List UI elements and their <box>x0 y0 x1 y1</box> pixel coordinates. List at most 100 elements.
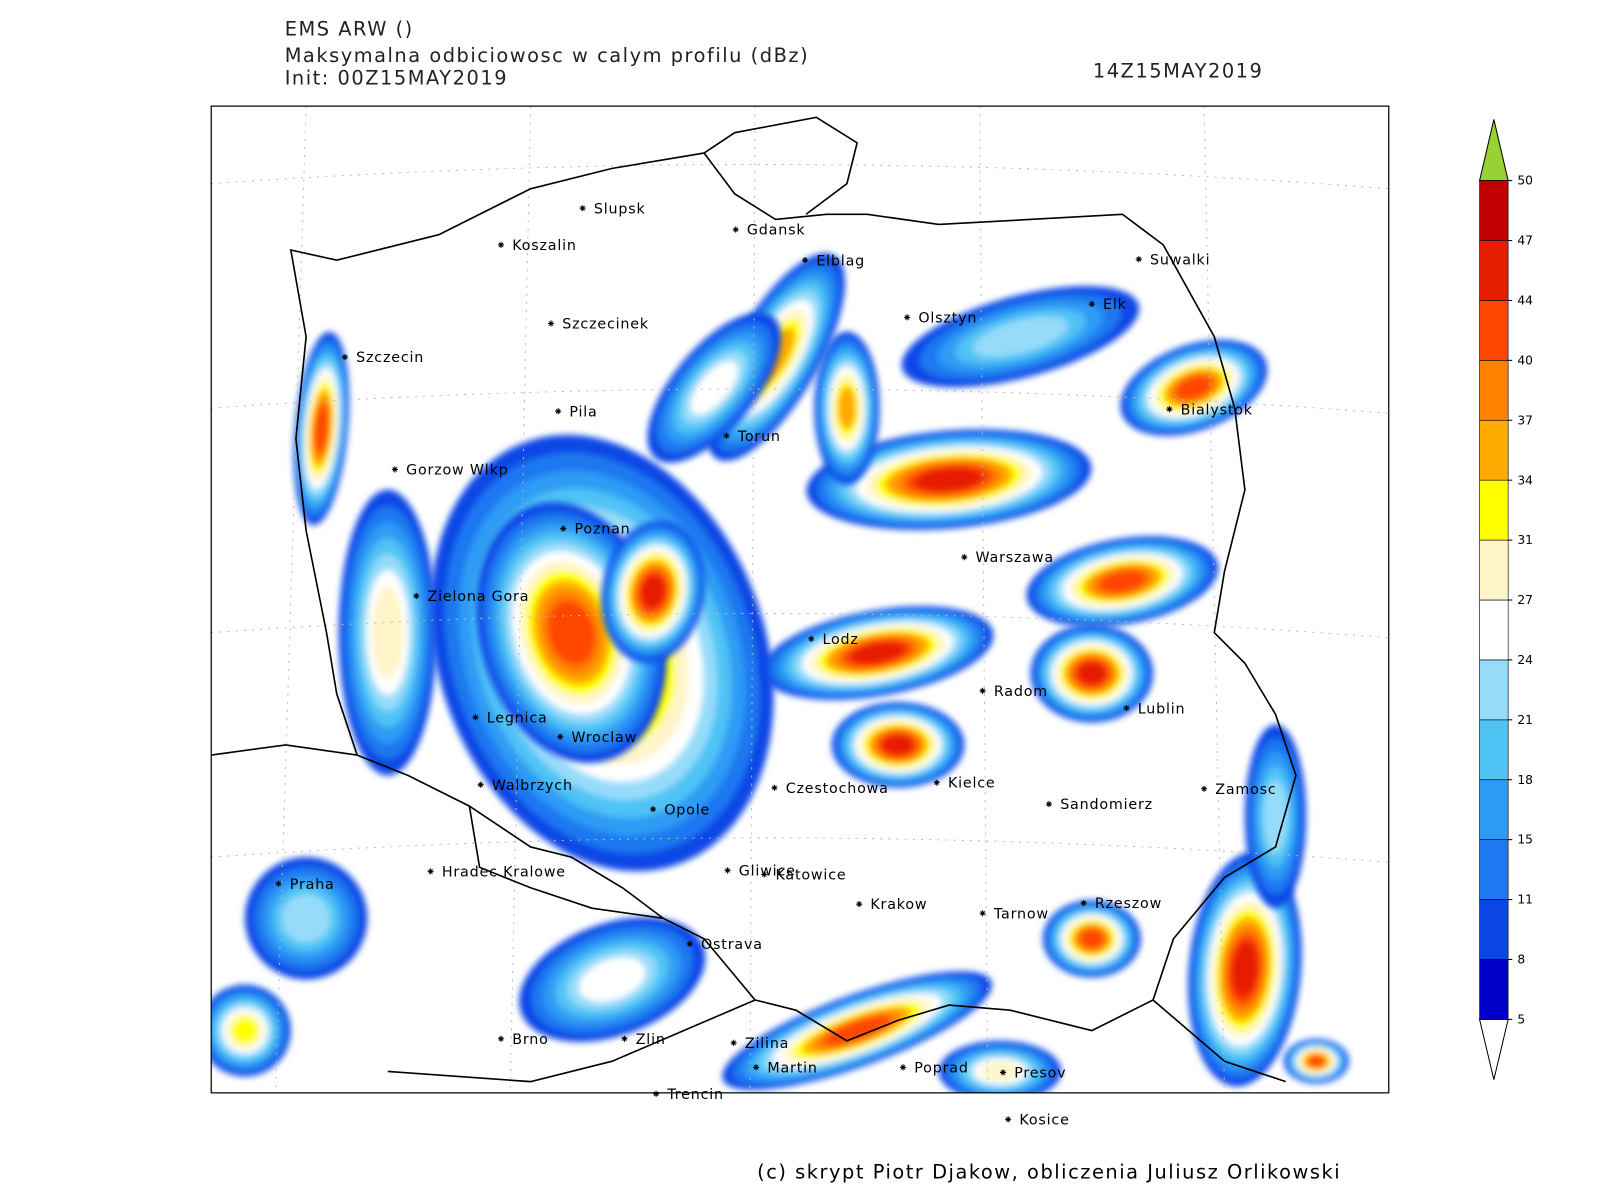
city-label: Torun <box>737 429 781 445</box>
city-marker <box>341 354 348 361</box>
colorbar-label: 15 <box>1517 833 1533 847</box>
city-label: Pila <box>569 404 597 420</box>
colorbar-label: 24 <box>1517 653 1533 667</box>
city-label: Trencin <box>666 1087 724 1103</box>
colorbar-label: 11 <box>1517 893 1533 907</box>
colorbar-bin <box>1479 899 1509 960</box>
map-root: EMS ARW () Maksymalna odbiciowosc w caly… <box>210 18 1533 1184</box>
echo-cell <box>1188 852 1302 1087</box>
colorbar-over <box>1478 119 1509 182</box>
city-label: Gorzow Wlkp <box>406 462 508 478</box>
colorbar-under <box>1478 1018 1509 1080</box>
city-marker <box>761 871 768 878</box>
city-marker <box>1088 301 1095 308</box>
colorbar-label: 27 <box>1517 593 1533 607</box>
colorbar-label: 40 <box>1517 353 1533 367</box>
city-marker <box>477 781 484 788</box>
city-label: Radom <box>994 684 1048 700</box>
reflectivity-field <box>211 253 1349 1093</box>
city-marker <box>856 901 863 908</box>
echo-contour <box>972 316 1068 357</box>
echo-cell <box>1030 624 1154 723</box>
echo-contour <box>314 404 329 453</box>
echo-contour <box>690 360 739 415</box>
city-marker <box>771 784 778 791</box>
city-label: Lodz <box>822 632 858 648</box>
colorbar-label: 5 <box>1517 1012 1525 1026</box>
city-label: Brno <box>512 1032 548 1048</box>
valid-time: 14Z15MAY2019 <box>1093 60 1264 83</box>
city-marker <box>904 314 911 321</box>
echo-contour <box>547 600 596 666</box>
city-label: Gdansk <box>747 223 805 239</box>
echo-cell <box>814 331 880 485</box>
echo-contour <box>837 386 857 430</box>
city-label: Presov <box>1014 1066 1066 1082</box>
city-label: Elblag <box>816 253 865 269</box>
city-marker <box>802 257 809 264</box>
colorbar-label: 31 <box>1517 533 1533 547</box>
echo-cell <box>1120 339 1268 436</box>
city-label: Tarnow <box>993 906 1049 922</box>
city-label: Wroclaw <box>571 730 637 746</box>
colorbar-bin <box>1479 779 1509 840</box>
echo-contour <box>823 1015 891 1046</box>
city-marker <box>472 714 479 721</box>
city-marker <box>723 432 730 439</box>
city-label: Zamosc <box>1215 782 1276 798</box>
colorbar-bin <box>1479 300 1509 361</box>
colorbar-bin <box>1479 719 1509 781</box>
echo-contour <box>882 734 914 756</box>
echo-cell <box>1244 724 1307 909</box>
colorbar-bin <box>1479 599 1509 661</box>
city-label: Zlin <box>636 1032 666 1048</box>
city-marker <box>999 1069 1007 1076</box>
echo-cell <box>519 917 706 1042</box>
city-marker <box>391 466 398 473</box>
echo-contour <box>1077 661 1107 686</box>
city-label: Warszawa <box>976 550 1054 566</box>
city-label: Rzeszow <box>1095 896 1162 912</box>
city-label: Poprad <box>914 1060 968 1076</box>
city-marker <box>732 226 739 233</box>
city-marker <box>1123 705 1130 712</box>
city-marker <box>686 940 693 947</box>
colorbar-bin <box>1479 659 1509 721</box>
echo-cell <box>1042 899 1141 978</box>
city-marker <box>621 1035 628 1042</box>
city-label: Gliwice <box>739 864 796 880</box>
city-marker <box>1135 256 1142 263</box>
colorbar-label: 21 <box>1517 713 1533 727</box>
city-marker <box>579 205 586 212</box>
echo-contour <box>849 641 906 665</box>
echo-cell <box>293 331 350 526</box>
city-label: Hradec Kralowe <box>442 865 566 881</box>
colorbar-bin <box>1479 479 1509 541</box>
echo-cell <box>938 1040 1062 1093</box>
city-label: Koszalin <box>512 238 577 254</box>
init-time: Init: 00Z15MAY2019 <box>285 67 508 90</box>
echo-cell <box>806 429 1092 530</box>
city-label: Opole <box>664 802 710 818</box>
city-label: Katowice <box>776 868 847 884</box>
city-label: Zilina <box>745 1036 789 1052</box>
city-label: Czestochowa <box>786 781 889 797</box>
borders <box>211 116 1297 1083</box>
city-label: Zielona Gora <box>428 589 530 605</box>
city-label: Sandomierz <box>1060 797 1153 813</box>
city-marker <box>753 1064 760 1071</box>
city-marker <box>547 320 555 327</box>
city-label: Walbrzych <box>492 778 573 794</box>
credit: (c) skrypt Piotr Djakow, obliczenia Juli… <box>757 1161 1341 1184</box>
city-label: Poznan <box>574 522 630 538</box>
colorbar-bin <box>1479 180 1509 241</box>
colorbar-bin <box>1479 419 1509 481</box>
echo-contour <box>371 586 404 680</box>
echo-cell <box>1283 1038 1349 1084</box>
city-label: Szczecinek <box>562 317 649 333</box>
city-marker <box>497 241 505 248</box>
echo-contour <box>231 1016 259 1045</box>
echo-contour <box>980 1061 1020 1082</box>
city-marker <box>961 554 968 561</box>
